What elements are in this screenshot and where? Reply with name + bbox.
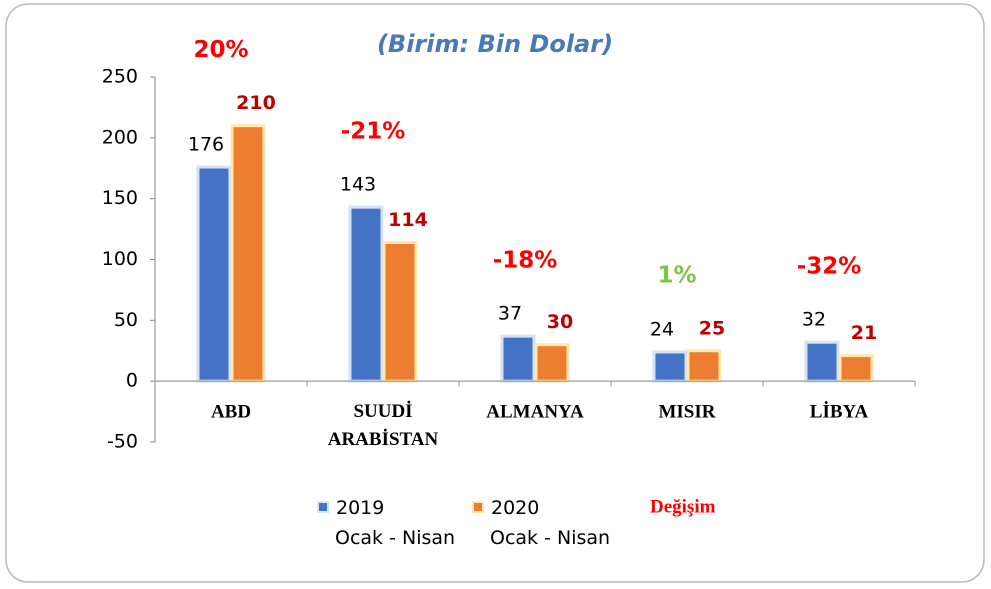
bar — [500, 334, 536, 383]
legend-label: 2019 Ocak - Nisan — [335, 497, 455, 549]
x-tick-label: LİBYA — [810, 401, 869, 422]
bar — [382, 240, 418, 383]
change-label: -18% — [493, 248, 558, 274]
data-label: 21 — [851, 322, 877, 344]
bar — [686, 349, 722, 383]
change-label: -21% — [341, 119, 406, 145]
x-tick-label: ABD — [211, 401, 251, 422]
legend-swatch — [472, 501, 484, 513]
bar — [652, 350, 688, 383]
data-label: 32 — [802, 309, 826, 331]
data-label: 210 — [236, 92, 276, 114]
y-tick-label: -50 — [107, 431, 138, 453]
y-tick-label: 250 — [102, 66, 138, 88]
change-label: 20% — [193, 37, 248, 63]
legend-label: 2020 Ocak - Nisan — [490, 497, 610, 549]
data-label: 143 — [340, 174, 376, 196]
x-tick-label: MISIR — [658, 401, 715, 422]
change-label: 1% — [657, 262, 696, 288]
y-tick-label: 200 — [102, 126, 138, 148]
x-tick-label: ALMANYA — [486, 401, 584, 422]
bar — [230, 124, 266, 383]
x-tick-label: SUUDİ ARABİSTAN — [328, 401, 439, 450]
bar — [196, 165, 232, 383]
data-label: 176 — [188, 134, 224, 156]
bar — [348, 205, 384, 383]
y-tick-label: 50 — [114, 309, 138, 331]
legend-label: Değişim — [650, 496, 716, 517]
data-label: 37 — [498, 303, 522, 325]
legend-swatch — [317, 501, 329, 513]
data-label: 114 — [388, 209, 428, 231]
data-label: 25 — [699, 317, 725, 339]
bar — [838, 354, 874, 383]
chart-title: (Birim: Bin Dolar) — [377, 30, 613, 58]
y-tick-label: 100 — [102, 248, 138, 270]
bar — [804, 340, 840, 383]
y-tick-label: 0 — [126, 370, 138, 392]
data-label: 30 — [547, 311, 573, 333]
bar — [534, 343, 570, 383]
frame — [5, 3, 985, 583]
y-tick-label: 150 — [102, 187, 138, 209]
data-label: 24 — [650, 318, 674, 340]
change-label: -32% — [797, 254, 862, 280]
